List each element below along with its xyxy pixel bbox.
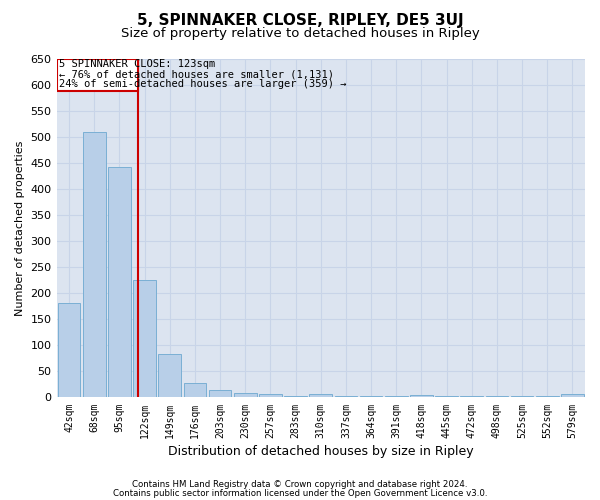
- Bar: [108, 168, 131, 398]
- Text: 5 SPINNAKER CLOSE: 123sqm: 5 SPINNAKER CLOSE: 123sqm: [59, 59, 215, 69]
- X-axis label: Distribution of detached houses by size in Ripley: Distribution of detached houses by size …: [168, 444, 473, 458]
- Y-axis label: Number of detached properties: Number of detached properties: [15, 140, 25, 316]
- Bar: [485, 396, 508, 398]
- Bar: [435, 396, 458, 398]
- Text: Contains HM Land Registry data © Crown copyright and database right 2024.: Contains HM Land Registry data © Crown c…: [132, 480, 468, 489]
- Bar: [184, 383, 206, 398]
- Bar: [385, 396, 407, 398]
- Bar: [209, 390, 232, 398]
- Bar: [310, 394, 332, 398]
- Text: ← 76% of detached houses are smaller (1,131): ← 76% of detached houses are smaller (1,…: [59, 69, 334, 79]
- Bar: [133, 280, 156, 398]
- Bar: [460, 396, 483, 398]
- Bar: [259, 394, 282, 398]
- Bar: [83, 132, 106, 398]
- Bar: [511, 396, 533, 398]
- FancyBboxPatch shape: [56, 59, 139, 92]
- Text: 24% of semi-detached houses are larger (359) →: 24% of semi-detached houses are larger (…: [59, 79, 347, 89]
- Text: 5, SPINNAKER CLOSE, RIPLEY, DE5 3UJ: 5, SPINNAKER CLOSE, RIPLEY, DE5 3UJ: [137, 12, 463, 28]
- Bar: [58, 303, 80, 398]
- Bar: [234, 393, 257, 398]
- Bar: [335, 396, 357, 398]
- Text: Contains public sector information licensed under the Open Government Licence v3: Contains public sector information licen…: [113, 488, 487, 498]
- Bar: [561, 394, 584, 398]
- Bar: [284, 396, 307, 398]
- Bar: [410, 395, 433, 398]
- Text: Size of property relative to detached houses in Ripley: Size of property relative to detached ho…: [121, 28, 479, 40]
- Bar: [536, 396, 559, 398]
- Bar: [360, 396, 382, 398]
- Bar: [158, 354, 181, 398]
